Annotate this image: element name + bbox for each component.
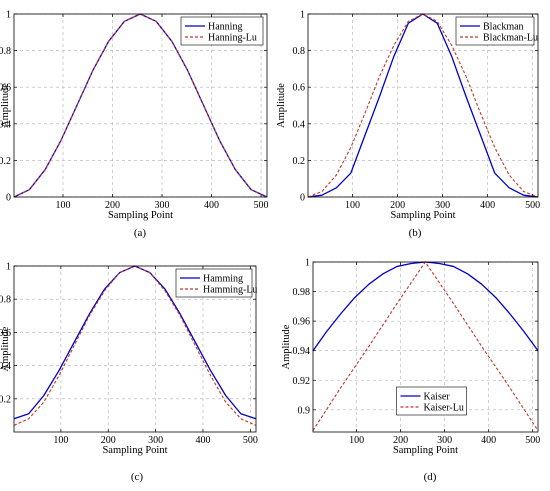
y-tick-label: 0.8 xyxy=(0,295,11,306)
x-axis-label: Sampling Point xyxy=(393,445,458,456)
y-tick-label: 0.6 xyxy=(293,83,306,94)
x-tick-label: 400 xyxy=(480,200,495,211)
legend-entry: Hamming xyxy=(203,274,243,285)
axes-frame xyxy=(13,13,268,198)
panel-caption: (a) xyxy=(134,227,147,239)
x-tick-label: 500 xyxy=(525,200,540,211)
legend-box xyxy=(455,16,535,46)
y-axis-label: Amplitude xyxy=(0,326,11,371)
y-tick-label: 0.4 xyxy=(293,119,306,130)
y-axis-label: Amplitude xyxy=(276,83,287,128)
legend-entry: Hanning xyxy=(208,22,242,33)
y-tick-label: 0.2 xyxy=(0,394,11,405)
y-tick-label: 0.4 xyxy=(0,119,11,130)
series-line-hanning-lu xyxy=(13,13,268,198)
axes-frame xyxy=(312,261,539,433)
y-tick-label: 0.4 xyxy=(0,361,11,372)
legend-entry: Hanning-Lu xyxy=(208,33,257,44)
x-tick-label: 500 xyxy=(243,435,258,446)
y-axis-label: Amplitude xyxy=(0,83,11,128)
x-tick-label: 500 xyxy=(254,200,269,211)
y-tick-label: 0.2 xyxy=(293,156,306,167)
x-tick-label: 100 xyxy=(53,435,68,446)
chart-panel-a: 100 200 300 400 500 0 0.2 0.4 0.6 0.8 1 Sampling Po… xyxy=(0,10,269,240)
x-tick-label: 100 xyxy=(345,200,360,211)
x-tick-label: 300 xyxy=(148,435,163,446)
x-tick-label: 100 xyxy=(56,200,71,211)
x-axis-label: Sampling Point xyxy=(390,210,455,221)
x-tick-label: 400 xyxy=(195,435,210,446)
x-axis-label: Sampling Point xyxy=(102,445,167,456)
series-line-blackman-lu xyxy=(307,13,539,198)
y-tick-label: 0.6 xyxy=(0,83,11,94)
legend-box xyxy=(175,268,253,298)
y-tick-label: 0.8 xyxy=(293,46,306,57)
y-axis-label: Amplitude xyxy=(281,324,292,369)
panel-caption: (c) xyxy=(131,471,144,483)
y-tick-label: 0 xyxy=(6,193,11,204)
legend-entry: Hamming-Lu xyxy=(203,285,257,296)
y-tick-label: 0.6 xyxy=(0,328,11,339)
legend-box xyxy=(180,16,264,46)
x-tick-label: 100 xyxy=(349,435,364,446)
legend-entry: Blackman xyxy=(483,22,524,33)
x-axis-label: Sampling Point xyxy=(108,210,173,221)
y-tick-label: 0.8 xyxy=(0,46,11,57)
x-tick-label: 300 xyxy=(435,200,450,211)
x-tick-label: 200 xyxy=(105,200,120,211)
y-tick-label: 0.98 xyxy=(293,287,311,298)
y-tick-label: 0.96 xyxy=(293,317,311,328)
x-tick-label: 300 xyxy=(437,435,452,446)
y-tick-label: 1 xyxy=(300,10,305,21)
chart-panel-b: 100 200 300 400 500 0 0.2 0.4 0.6 0.8 1 Sampling Po… xyxy=(276,10,540,240)
x-tick-label: 400 xyxy=(481,435,496,446)
chart-panel-d: 100 200 300 400 500 0.9 0.92 0.94 0.96 0.98 1 Sampl… xyxy=(281,258,540,484)
x-tick-label: 400 xyxy=(204,200,219,211)
chart-panel-c: 100 200 300 400 500 0.2 0.4 0.6 0.8 1 Sampling Poi… xyxy=(0,262,258,484)
panel-caption: (d) xyxy=(424,471,437,483)
legend-box xyxy=(396,386,467,416)
legend-entry: Kaiser xyxy=(424,392,451,403)
legend-entry: Kaiser-Lu xyxy=(424,403,464,414)
y-tick-label: 0.9 xyxy=(298,405,311,416)
x-tick-label: 200 xyxy=(393,435,408,446)
panel-caption: (b) xyxy=(409,227,422,239)
x-tick-label: 300 xyxy=(155,200,170,211)
axes-frame xyxy=(307,13,539,198)
y-tick-label: 1 xyxy=(6,262,11,273)
x-tick-label: 200 xyxy=(101,435,116,446)
y-tick-label: 1 xyxy=(6,10,11,21)
y-tick-label: 0 xyxy=(300,193,305,204)
axes-frame xyxy=(13,265,257,433)
x-tick-label: 500 xyxy=(525,435,540,446)
x-tick-label: 200 xyxy=(390,200,405,211)
y-tick-label: 0.94 xyxy=(293,346,311,357)
y-tick-label: 1 xyxy=(305,258,310,269)
y-tick-label: 0.92 xyxy=(293,376,311,387)
y-tick-label: 0.2 xyxy=(0,156,11,167)
legend-entry: Blackman-Lu xyxy=(483,33,538,44)
